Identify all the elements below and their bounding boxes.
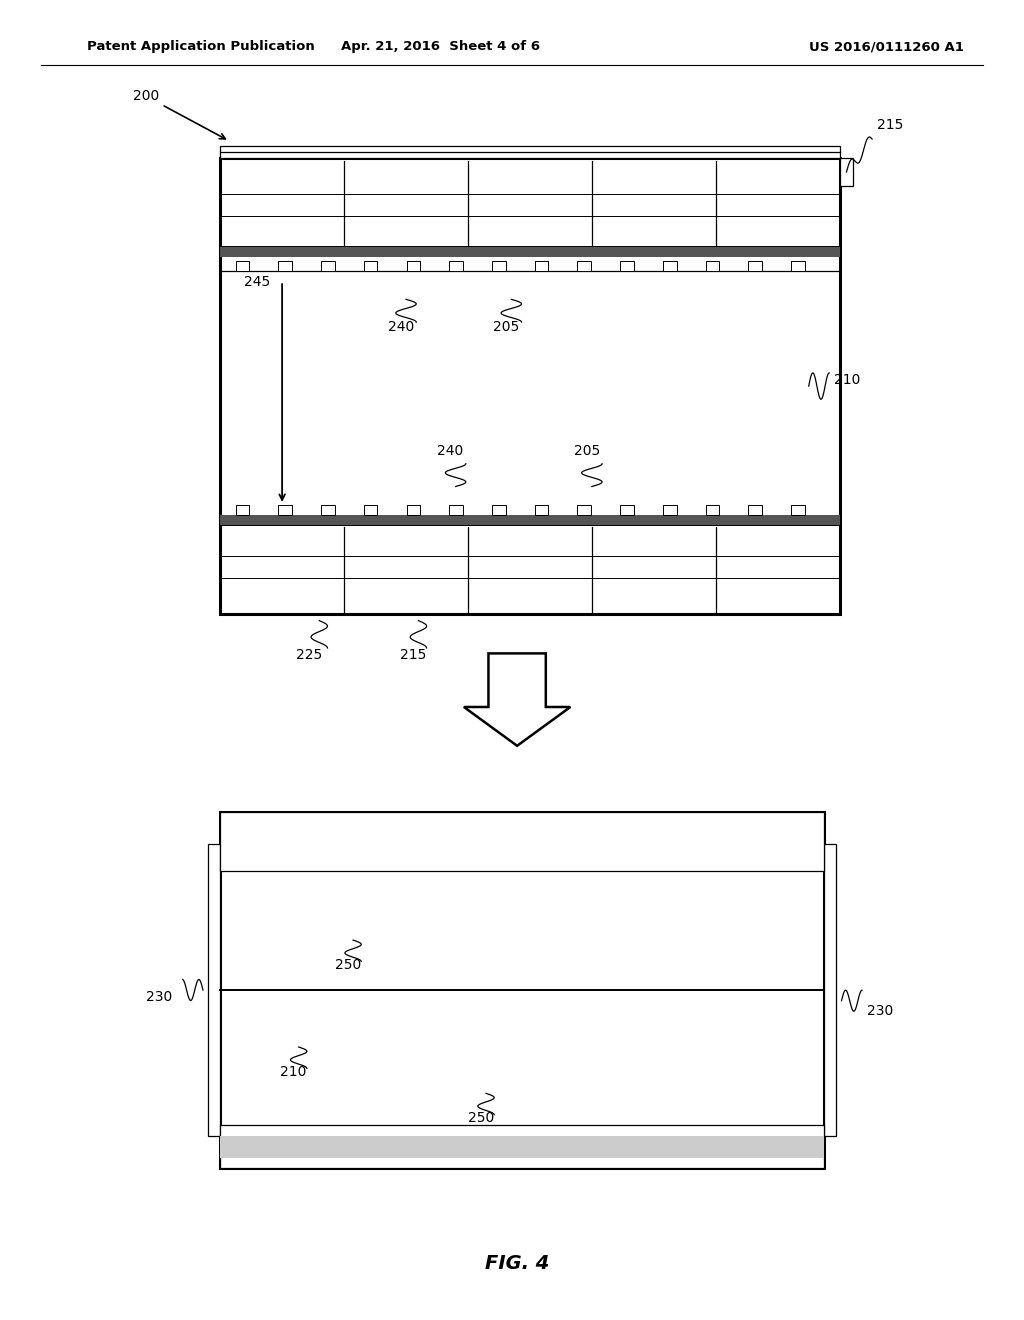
Bar <box>220 812 824 1168</box>
Text: FIG. 4: FIG. 4 <box>485 1254 549 1272</box>
Text: 210: 210 <box>835 372 861 387</box>
Bar <box>792 504 805 515</box>
Bar <box>450 504 463 515</box>
Bar <box>578 260 591 271</box>
Bar <box>220 1137 824 1158</box>
Text: 230: 230 <box>146 990 172 1003</box>
Bar <box>749 260 762 271</box>
Bar <box>706 504 719 515</box>
Text: 240: 240 <box>437 444 464 458</box>
Bar <box>621 260 634 271</box>
Bar <box>220 515 840 525</box>
Bar <box>220 158 840 614</box>
Text: 205: 205 <box>573 444 600 458</box>
Bar <box>621 504 634 515</box>
Bar <box>840 158 853 186</box>
Bar <box>322 260 335 271</box>
Text: 230: 230 <box>867 1005 893 1018</box>
Bar <box>208 843 220 1137</box>
Bar <box>492 260 506 271</box>
Bar <box>236 504 249 515</box>
Text: 215: 215 <box>400 648 426 663</box>
Bar <box>220 812 824 871</box>
Bar <box>236 260 249 271</box>
Bar <box>407 260 420 271</box>
Bar <box>220 247 840 257</box>
Text: 215: 215 <box>878 119 903 132</box>
Bar <box>407 504 420 515</box>
Bar <box>220 145 840 158</box>
Text: Patent Application Publication: Patent Application Publication <box>87 41 314 53</box>
Bar <box>535 260 549 271</box>
Text: 225: 225 <box>296 648 323 663</box>
Bar <box>364 504 378 515</box>
Bar <box>492 504 506 515</box>
Bar <box>792 260 805 271</box>
Bar <box>322 504 335 515</box>
Bar <box>450 260 463 271</box>
Text: 200: 200 <box>133 90 225 139</box>
Bar <box>578 504 591 515</box>
Text: 210: 210 <box>281 1064 307 1078</box>
Text: 250: 250 <box>335 957 361 972</box>
Bar <box>279 504 292 515</box>
Text: 250: 250 <box>468 1111 494 1125</box>
Text: Apr. 21, 2016  Sheet 4 of 6: Apr. 21, 2016 Sheet 4 of 6 <box>341 41 540 53</box>
Bar <box>364 260 378 271</box>
Bar <box>663 260 677 271</box>
Text: 240: 240 <box>388 321 414 334</box>
Text: 205: 205 <box>494 321 519 334</box>
Bar <box>535 504 549 515</box>
Bar <box>663 504 677 515</box>
Bar <box>749 504 762 515</box>
Bar <box>220 1126 824 1168</box>
Polygon shape <box>464 653 570 746</box>
Bar <box>824 843 837 1137</box>
Text: 245: 245 <box>244 275 270 289</box>
Bar <box>279 260 292 271</box>
Text: US 2016/0111260 A1: US 2016/0111260 A1 <box>809 41 964 53</box>
Bar <box>706 260 719 271</box>
